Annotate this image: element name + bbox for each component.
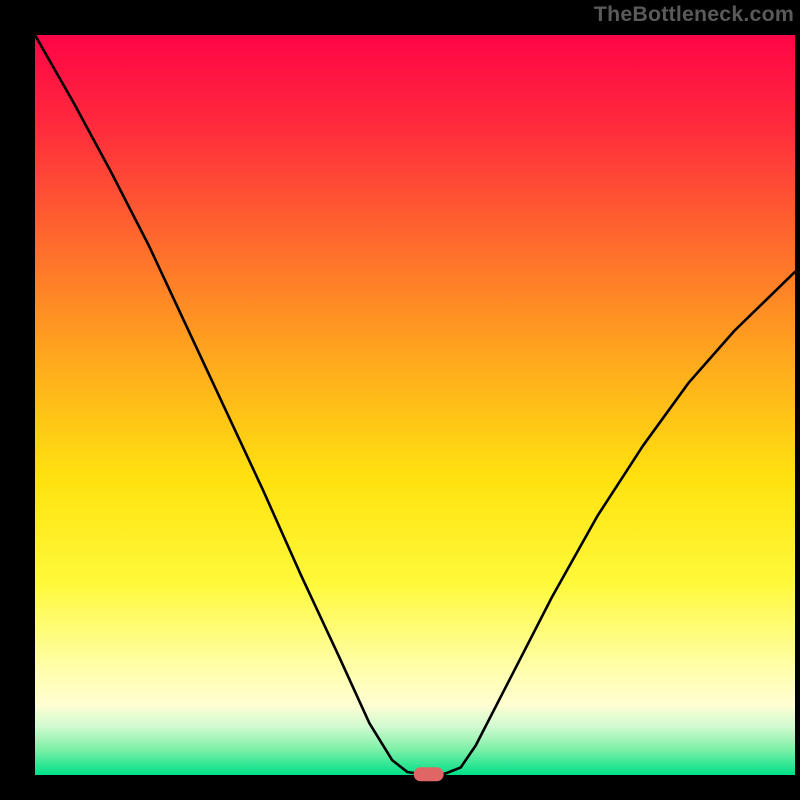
chart-svg [0, 0, 800, 800]
chart-background [35, 35, 795, 775]
chart-stage: TheBottleneck.com [0, 0, 800, 800]
optimal-marker [414, 767, 444, 781]
watermark-text: TheBottleneck.com [594, 2, 794, 27]
